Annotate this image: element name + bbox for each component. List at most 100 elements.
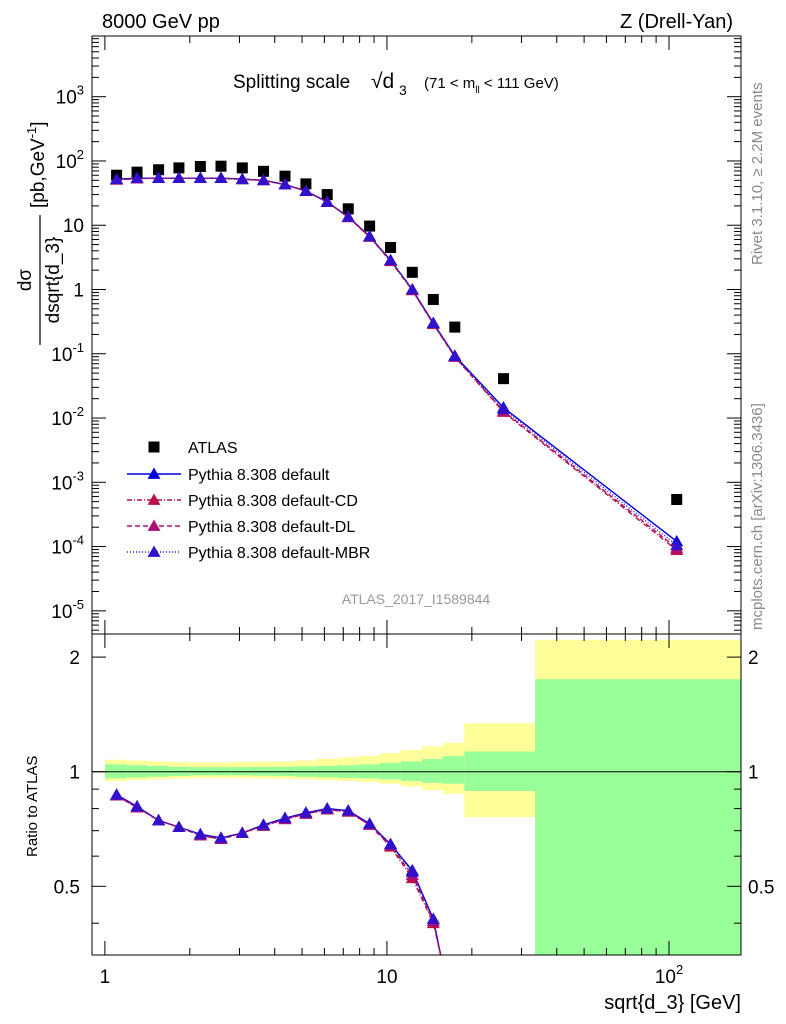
x-tick-label: 102 — [655, 962, 683, 988]
mc-curve — [116, 177, 678, 546]
plot-title-cut-sub: ll — [475, 85, 479, 96]
ratio-series — [110, 788, 442, 955]
y-label-units: [pb,GeV-1] — [24, 121, 49, 208]
ratio-data-point — [426, 912, 440, 924]
main-y-tick-label: 102 — [56, 147, 84, 173]
ratio-plot-frame — [91, 633, 742, 956]
ratio-data-point — [193, 827, 207, 840]
mc-data-point — [384, 253, 398, 266]
ratio-y-axis-label: Ratio to ATLAS — [24, 756, 41, 857]
atlas-data-point — [173, 162, 185, 174]
main-y-tick-label: 10-1 — [51, 340, 84, 366]
uncertainty-band-inner — [400, 761, 422, 782]
x-tick-label: 1 — [100, 967, 111, 988]
main-plot-series — [110, 160, 684, 556]
ratio-data-point — [152, 813, 166, 826]
legend-label: ATLAS — [188, 440, 238, 457]
ratio-y-tick-label-right: 1 — [748, 763, 759, 784]
legend-marker-triangle — [147, 545, 161, 557]
legend-label: Pythia 8.308 default-CD — [188, 493, 358, 510]
ratio-curve — [116, 795, 442, 955]
uncertainty-band-inner — [535, 679, 741, 955]
ratio-data-point — [256, 818, 270, 830]
uncertainty-band-inner — [442, 755, 465, 784]
ratio-data-point — [214, 831, 228, 843]
mc-data-point — [363, 229, 377, 242]
main-y-tick-label: 10-4 — [51, 533, 84, 559]
legend: ATLAS Pythia 8.308 default Pythia 8.308 de… — [127, 440, 370, 562]
y-label-den: dsqrt{d_3} — [43, 237, 64, 324]
main-y-tick-label: 10-5 — [51, 597, 84, 623]
atlas-data-point — [279, 170, 291, 182]
mc-data-point — [405, 282, 419, 295]
header-right-label: Z (Drell-Yan) — [620, 11, 733, 33]
main-y-tick-label: 10-3 — [51, 468, 84, 494]
ratio-curve — [116, 794, 442, 955]
atlas-data-point — [385, 242, 397, 254]
y-label-units-text: [pb,GeV — [28, 138, 49, 208]
main-y-tick-label: 10-2 — [51, 404, 84, 430]
x-axis-label: sqrt{d_3} [GeV] — [604, 992, 741, 1014]
ratio-uncertainty-bands — [104, 639, 741, 955]
legend-marker-triangle — [147, 519, 161, 531]
mc-data-point — [299, 184, 313, 196]
ratio-y-tick-label-left: 2 — [69, 648, 80, 669]
mc-data-point — [110, 172, 124, 185]
rivet-label: Rivet 3.1.10, ≥ 2.2M events — [749, 83, 766, 266]
mc-data-point — [256, 173, 270, 186]
atlas-data-point — [364, 220, 376, 232]
ratio-data-point — [235, 826, 249, 838]
mc-data-point — [172, 171, 186, 184]
plot-title-cut-end: < 111 GeV) — [480, 75, 559, 92]
legend-label: Pythia 8.308 default — [188, 467, 330, 484]
ratio-data-point — [110, 788, 124, 800]
mc-data-point — [670, 538, 684, 551]
atlas-data-point — [406, 266, 418, 278]
plot-title-cut: (71 < mll < 111 GeV) — [424, 75, 559, 96]
uncertainty-band-inner — [421, 758, 443, 783]
atlas-data-point — [215, 160, 227, 172]
ratio-y-tick-label-left: 0.5 — [54, 877, 80, 898]
plot-title-symbol: √d — [371, 70, 394, 93]
legend-marker-square — [148, 441, 160, 453]
plot-title-sub: 3 — [399, 82, 407, 98]
ratio-data-point — [384, 837, 398, 850]
header-left-label: 8000 GeV pp — [102, 11, 220, 33]
ratio-curve — [116, 794, 442, 955]
mc-data-point — [235, 172, 249, 185]
ratio-plot-panel: 1 10 102 0.5 0.5 1 1 2 2 Ratio to ATLAS sqrt{d_3… — [24, 633, 774, 1014]
main-y-tick-label: 10 — [63, 216, 84, 237]
atlas-data-point — [449, 321, 461, 333]
atlas-data-point — [671, 493, 683, 505]
ratio-y-tick-label-left: 1 — [69, 763, 80, 784]
ratio-data-point — [341, 804, 355, 816]
ratio-data-point — [363, 817, 377, 829]
main-y-axis-label: dσ dsqrt{d_3} [pb,GeV-1] — [15, 121, 64, 345]
legend-marker-triangle — [147, 467, 161, 479]
mc-data-point — [448, 349, 462, 361]
ratio-y-tick-label-right: 0.5 — [748, 877, 774, 898]
mc-data-point — [214, 171, 228, 184]
ratio-data-point — [172, 820, 186, 833]
plot-title: Splitting scale — [233, 72, 350, 93]
atlas-data-point — [427, 293, 439, 305]
legend-label: Pythia 8.308 default-DL — [188, 519, 355, 536]
mc-data-point — [278, 178, 292, 190]
legend-marker-triangle — [147, 493, 161, 505]
ratio-data-point — [405, 865, 419, 877]
x-tick-label: 10 — [376, 967, 397, 988]
ratio-data-point — [130, 800, 144, 812]
main-plot-panel: 10-5 10-4 10-3 10-2 10-1 1 10 102 103 Splitting … — [15, 35, 742, 635]
analysis-watermark: ATLAS_2017_I1589844 — [342, 591, 491, 607]
uncertainty-band-inner — [379, 762, 401, 780]
mc-data-point — [193, 171, 207, 184]
plot-title-text: Splitting scale — [233, 72, 350, 93]
mc-data-point — [320, 195, 334, 207]
atlas-data-point — [342, 203, 354, 215]
main-y-tick-label: 1 — [73, 280, 84, 301]
atlas-data-point — [153, 164, 165, 176]
ratio-data-point — [278, 811, 292, 824]
ratio-data-point — [299, 806, 313, 818]
mcplots-label: mcplots.cern.ch [arXiv:1306.3436] — [749, 403, 766, 630]
